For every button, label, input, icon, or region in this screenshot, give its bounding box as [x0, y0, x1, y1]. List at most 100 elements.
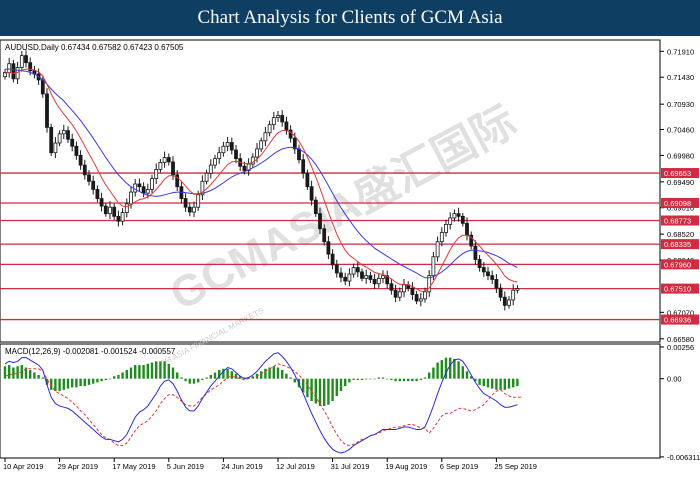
- macd-histogram-bar: [171, 367, 175, 379]
- candle: [511, 289, 516, 301]
- candle: [120, 212, 125, 222]
- price-series: [3, 50, 520, 311]
- macd-histogram-bar: [37, 374, 40, 379]
- level-label: 0.69098: [664, 199, 691, 208]
- candle: [11, 63, 16, 80]
- candle: [259, 140, 264, 150]
- macd-histogram-bar: [285, 373, 288, 379]
- macd-histogram-bar: [213, 372, 217, 379]
- title-banner: Chart Analysis for Clients of GCM Asia: [0, 0, 700, 36]
- price-tick-label: 0.70460: [667, 126, 694, 135]
- price-axis: 0.71910 0.71430 0.70930 0.70460 0.69980 0.694…: [660, 47, 694, 344]
- macd-histogram-bar: [339, 378, 343, 392]
- macd-histogram-bar: [272, 366, 275, 379]
- price-tick-label: 0.71910: [667, 47, 694, 56]
- candle: [318, 213, 322, 230]
- macd-histogram-bar: [108, 378, 112, 380]
- candle: [124, 203, 129, 213]
- macd-histogram-bar: [33, 372, 36, 379]
- macd-histogram-bar: [302, 378, 305, 393]
- macd-histogram-bar: [314, 378, 317, 404]
- candle: [494, 279, 499, 289]
- macd-histogram-bar: [394, 378, 397, 382]
- candle: [427, 275, 432, 293]
- macd-histogram-bar: [335, 378, 338, 397]
- macd-histogram-bar: [402, 378, 406, 382]
- macd-histogram-bar: [478, 378, 481, 385]
- macd-histogram-bar: [411, 378, 414, 382]
- macd-histogram-bar: [495, 378, 498, 390]
- macd-axis: 0.00256 0.00 -0.006311: [660, 343, 700, 462]
- candle: [70, 138, 75, 147]
- candle: [418, 298, 423, 302]
- candle: [410, 287, 415, 295]
- macd-series: [3, 352, 522, 454]
- macd-histogram-bar: [125, 370, 128, 379]
- candle: [82, 164, 87, 176]
- macd-histogram-bar: [377, 377, 380, 379]
- macd-histogram-bar: [205, 377, 208, 379]
- candle: [166, 157, 171, 163]
- candle: [439, 232, 444, 243]
- candle: [364, 275, 369, 279]
- macd-histogram-bar: [167, 363, 170, 379]
- macd-histogram-bar: [24, 367, 28, 379]
- level-label-box: [661, 215, 699, 226]
- macd-histogram-bar: [440, 360, 443, 379]
- macd-histogram-bar: [192, 378, 196, 384]
- level-label-box: [661, 283, 699, 294]
- macd-histogram-bar: [331, 378, 334, 401]
- candle: [267, 124, 272, 134]
- macd-histogram-bar: [138, 365, 141, 379]
- level-label: 0.68335: [664, 240, 691, 249]
- candle: [368, 275, 373, 280]
- candle: [347, 273, 352, 282]
- candle: [360, 271, 364, 279]
- candle: [242, 165, 247, 171]
- macd-histogram-bar: [264, 368, 267, 379]
- time-tick-label: 29 Apr 2019: [58, 462, 98, 471]
- candle: [49, 126, 54, 154]
- candle: [196, 194, 201, 208]
- macd-histogram-bar: [344, 378, 347, 387]
- candle: [213, 158, 217, 166]
- candle: [355, 267, 360, 273]
- macd-histogram-bar: [234, 373, 238, 379]
- candle: [280, 115, 285, 123]
- candle: [486, 271, 490, 277]
- candle: [91, 180, 96, 190]
- level-label-box: [661, 314, 699, 325]
- macd-histogram-bar: [226, 368, 229, 379]
- candle: [465, 222, 469, 236]
- candle: [183, 198, 188, 208]
- candle: [234, 149, 238, 160]
- candle: [129, 191, 133, 205]
- macd-histogram-bar: [474, 378, 477, 382]
- macd-histogram-bar: [486, 378, 490, 388]
- candle: [309, 186, 314, 201]
- candle: [112, 206, 117, 217]
- macd-histogram-bar: [12, 367, 15, 379]
- candle: [322, 228, 327, 243]
- macd-histogram-bar: [461, 366, 464, 379]
- price-tick-label: 0.68520: [667, 230, 694, 239]
- macd-histogram-bar: [129, 367, 133, 379]
- candle: [158, 162, 163, 170]
- macd-histogram-bar: [176, 372, 179, 379]
- macd-histogram-bar: [381, 377, 385, 379]
- macd-histogram-bar: [71, 378, 74, 388]
- macd-histogram-bar: [289, 377, 292, 379]
- macd-histogram-bar: [365, 378, 368, 380]
- macd-histogram-bar: [499, 378, 502, 390]
- candle: [137, 183, 142, 188]
- candle: [444, 224, 448, 233]
- macd-histogram-bar: [470, 376, 473, 379]
- candle: [389, 283, 394, 291]
- candle: [276, 115, 280, 119]
- candle: [255, 148, 259, 158]
- macd-histogram-bar: [293, 378, 296, 383]
- macd-histogram-bar: [159, 361, 162, 379]
- macd-histogram-bar: [407, 378, 410, 382]
- macd-histogram-bar: [268, 367, 271, 379]
- macd-histogram-bar: [507, 378, 511, 389]
